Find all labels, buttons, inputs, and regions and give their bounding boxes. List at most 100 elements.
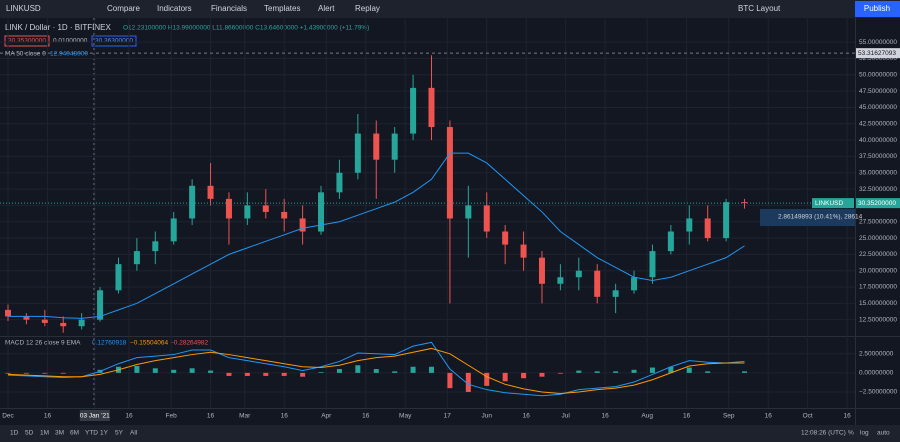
candle-body [686, 218, 693, 232]
y2-tick-label: 2.50000000 [859, 351, 894, 358]
macd-line [7, 341, 745, 397]
y-tick-label: 32.50000000 [859, 186, 897, 193]
macd-histogram-bar [429, 366, 434, 373]
x-tick-label: 17 [444, 413, 452, 420]
replay-button[interactable]: Replay [355, 4, 380, 13]
macd-histogram-bar [557, 372, 563, 374]
y-tick-label: 45.00000000 [859, 104, 897, 111]
macd-histogram-bar [42, 372, 48, 374]
candle-body [170, 218, 177, 242]
ask-value: 30.36300000 [95, 38, 133, 45]
plot: 1D 5D 1M 3M 6M YTD 1Y 5Y All Dec 16 03 Jan '21 16 Feb… [0, 18, 900, 437]
range-button[interactable]: 5D [25, 430, 34, 437]
macd-histogram-bar [465, 372, 471, 392]
signal-value: −0.15504064 [130, 340, 169, 347]
x-tick-label: Dec [2, 413, 14, 420]
range-button[interactable]: 3M [55, 430, 64, 437]
candle-body [538, 257, 545, 284]
legend-ohlc: O12.23100000 H13.99000000 L11.86600000 C… [123, 25, 369, 32]
candle-body [133, 251, 140, 265]
x-tick-label: Sep [723, 413, 735, 420]
macd-value: 0.12760918 [92, 340, 127, 347]
macd-histogram-bar [631, 369, 637, 373]
candle-body [97, 290, 104, 320]
layout-button[interactable]: BTC Layout [738, 4, 781, 13]
y2-tick-label: −2.50000000 [859, 389, 898, 396]
y-tick-label: 20.00000000 [859, 267, 897, 274]
x-tick-label: Aug [641, 413, 653, 420]
macd-histogram-bar [373, 369, 379, 373]
y-tick-label: 50.00000000 [859, 72, 897, 79]
candle-body [5, 309, 11, 317]
range-button[interactable]: All [130, 430, 138, 437]
percent-toggle[interactable]: % [848, 430, 854, 437]
x-tick-label: Apr [321, 413, 332, 420]
x-tick-label: Oct [803, 413, 813, 420]
candle-body [520, 244, 527, 258]
candle-body [391, 133, 398, 160]
macd-histogram-bar [318, 372, 324, 373]
candle-body [318, 192, 325, 232]
x-tick-label: 03 Jan '21 [80, 413, 110, 420]
candle-body [23, 316, 30, 320]
x-tick-label: Jun [481, 413, 492, 420]
legend-title: LINK / Dollar · 1D · BITFINEX [5, 23, 111, 32]
macd-histogram-bar [613, 371, 619, 373]
x-tick-label: 16 [281, 413, 289, 420]
indicators-button[interactable]: Indicators [157, 4, 192, 13]
x-tick-label: 16 [207, 413, 215, 420]
macd-histogram-bar [281, 372, 287, 376]
macd-legend: MACD 12 26 close 9 EMA [5, 340, 81, 347]
macd-histogram-bar [521, 372, 527, 379]
range-button[interactable]: 1M [40, 430, 49, 437]
macd-histogram-bar [539, 372, 545, 377]
hist-value: −0.28264982 [170, 340, 209, 347]
macd-histogram-bar [447, 372, 453, 389]
auto-toggle[interactable]: auto [877, 430, 890, 437]
x-tick-label: 16 [843, 413, 851, 420]
candle-body [575, 270, 582, 278]
candle-body [41, 319, 48, 323]
publish-button[interactable] [855, 1, 900, 17]
candle-body [723, 202, 730, 239]
financials-button[interactable]: Financials [211, 4, 247, 13]
range-button[interactable]: 5Y [115, 430, 124, 437]
candle-body [299, 218, 306, 232]
candle-body [594, 270, 601, 297]
ask-box[interactable] [91, 35, 137, 47]
macd-histogram-bar [668, 366, 674, 373]
y-tick-label: 22.50000000 [859, 251, 897, 258]
candle-body [502, 231, 509, 245]
bid-value: 30.35300000 [8, 38, 46, 45]
range-button[interactable]: 1Y [100, 430, 109, 437]
macd-histogram-bar [263, 372, 269, 376]
range-button[interactable]: 1D [10, 430, 19, 437]
y-tick-label: 37.50000000 [859, 153, 897, 160]
templates-button[interactable]: Templates [264, 4, 300, 13]
range-button[interactable]: YTD [85, 430, 98, 437]
last-price-label: 30.35200000 [858, 200, 896, 207]
range-button[interactable]: 6M [70, 430, 79, 437]
macd-histogram-bar [686, 367, 692, 373]
macd-histogram-bar [576, 370, 582, 373]
y-tick-label: 35.00000000 [859, 169, 897, 176]
bid-box[interactable] [4, 35, 50, 47]
publish-label[interactable]: Publish [864, 4, 890, 13]
y-tick-label: 55.00000000 [859, 39, 897, 46]
y2-tick-label: 0.00000000 [859, 370, 894, 377]
macd-histogram-bar [189, 368, 195, 373]
compare-button[interactable]: Compare [107, 4, 140, 13]
macd-histogram-bar [244, 372, 250, 376]
symbol-tag-label: LINKUSD [815, 200, 843, 207]
y-tick-label: 40.00000000 [859, 137, 897, 144]
y-tick-label: 27.50000000 [859, 218, 897, 225]
macd-histogram-bar [502, 372, 508, 382]
macd-histogram-bar [392, 371, 398, 373]
x-tick-highlight [79, 410, 110, 421]
y-tick-label: 12.50000000 [859, 316, 897, 323]
candle-body [244, 205, 251, 219]
alert-button[interactable]: Alert [318, 4, 335, 13]
log-toggle[interactable]: log [860, 430, 869, 437]
symbol-search[interactable]: LINKUSD [6, 4, 41, 13]
